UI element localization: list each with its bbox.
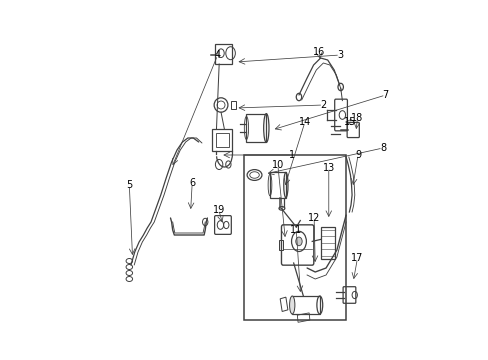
Text: 15: 15: [344, 117, 356, 127]
Text: 5: 5: [126, 180, 132, 190]
Text: 10: 10: [271, 160, 284, 170]
Text: 9: 9: [354, 150, 360, 160]
Text: 18: 18: [351, 113, 363, 123]
Text: 19: 19: [212, 205, 224, 215]
Text: 2: 2: [320, 100, 326, 110]
Text: 4: 4: [214, 50, 220, 60]
Bar: [215, 133, 228, 147]
Bar: [279, 240, 283, 250]
Text: 7: 7: [382, 90, 388, 100]
Text: 11: 11: [289, 225, 302, 235]
Text: 16: 16: [312, 47, 325, 57]
Bar: [246, 114, 266, 143]
Text: 3: 3: [336, 50, 343, 60]
Text: 14: 14: [298, 117, 310, 127]
Bar: [215, 44, 232, 64]
Bar: [320, 227, 335, 259]
Bar: [212, 129, 232, 151]
Circle shape: [295, 237, 302, 246]
Bar: [243, 155, 346, 320]
Bar: [230, 101, 236, 109]
Bar: [292, 296, 319, 314]
Text: 12: 12: [307, 213, 320, 223]
Bar: [269, 172, 285, 198]
Text: 17: 17: [350, 253, 363, 263]
Text: 13: 13: [322, 163, 334, 173]
Bar: [280, 297, 287, 311]
Bar: [297, 313, 309, 322]
Text: 8: 8: [379, 143, 385, 153]
Text: 1: 1: [289, 150, 295, 160]
Text: 6: 6: [189, 178, 195, 188]
Ellipse shape: [289, 296, 294, 314]
